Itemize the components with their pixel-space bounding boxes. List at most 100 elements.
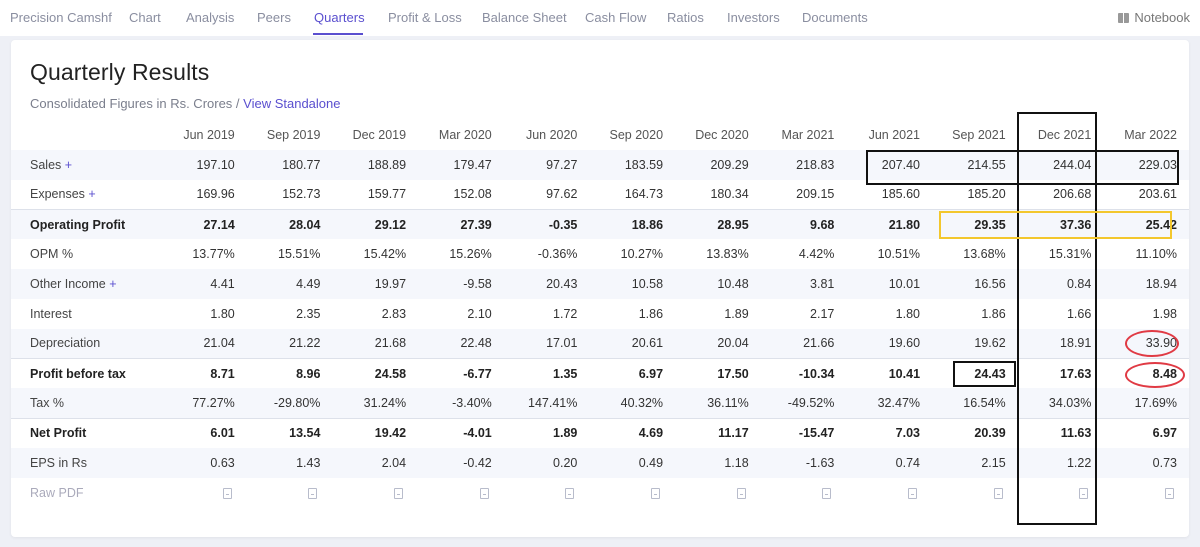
table-cell: -15.47 (760, 417, 847, 448)
raw-pdf-cell[interactable] (161, 478, 247, 508)
tab-profit-loss[interactable]: Profit & Loss (388, 10, 462, 25)
table-cell: 185.60 (881, 187, 921, 202)
pdf-file-icon[interactable] (308, 487, 318, 499)
table-cell: 0.49 (589, 447, 676, 478)
table-cell: 18.94 (1103, 269, 1189, 299)
raw-pdf-cell[interactable] (846, 478, 932, 508)
raw-pdf-cell[interactable] (332, 478, 418, 508)
table-cell: 11.10% (1135, 247, 1177, 262)
table-cell: 209.15 (796, 187, 835, 202)
row-label: Profit before tax (11, 358, 162, 389)
expand-plus-icon[interactable]: + (64, 157, 73, 172)
table-cell: 31.24% (332, 388, 419, 419)
table-cell: 21.22 (246, 328, 333, 359)
table-cell: 0.20 (503, 447, 590, 478)
tab-chart[interactable]: Chart (129, 10, 161, 25)
tab-cash-flow[interactable]: Cash Flow (585, 10, 647, 25)
expand-plus-icon[interactable]: + (88, 187, 96, 202)
pdf-file-icon[interactable] (908, 487, 918, 499)
pdf-file-icon[interactable] (993, 487, 1003, 499)
table-cell: 25.42 (1103, 209, 1189, 240)
section-subtitle: Consolidated Figures in Rs. Crores / Vie… (30, 96, 341, 111)
quarterly-results-card: Quarterly Results Consolidated Figures i… (11, 40, 1189, 537)
pdf-file-icon[interactable] (822, 487, 832, 499)
row-label[interactable]: Sales + (11, 150, 162, 180)
tab-balance-sheet[interactable]: Balance Sheet (482, 10, 567, 25)
table-cell: 29.35 (932, 209, 1018, 240)
tab-quarters[interactable]: Quarters (314, 10, 365, 25)
pdf-file-icon[interactable] (736, 487, 746, 499)
table-cell: 13.54 (246, 417, 333, 448)
table-cell: 37.36 (1017, 209, 1104, 240)
table-cell: 40.32% (589, 388, 676, 419)
table-cell: 20.39 (932, 417, 1018, 448)
table-cell: 6.97 (589, 358, 676, 389)
table-row: Depreciation 21.04 21.22 21.68 22.48 17.01 20.… (11, 328, 1189, 359)
table-cell: 13.83% (706, 247, 749, 262)
tab-documents[interactable]: Documents (802, 10, 868, 25)
table-cell: 34.03% (1017, 388, 1104, 419)
brand-name[interactable]: Precision Camshf (10, 10, 112, 25)
pdf-file-icon[interactable] (565, 487, 575, 499)
raw-pdf-cell[interactable] (1103, 478, 1189, 508)
raw-pdf-cell[interactable] (675, 478, 761, 508)
table-cell: 19.62 (932, 328, 1018, 359)
row-label-text: EPS in Rs (30, 455, 87, 470)
pdf-file-icon[interactable] (1079, 487, 1089, 499)
row-label[interactable]: Other Income + (11, 269, 162, 299)
raw-pdf-cell[interactable] (504, 478, 590, 508)
tab-ratios[interactable]: Ratios (667, 10, 704, 25)
pdf-file-icon[interactable] (479, 487, 489, 499)
tab-peers[interactable]: Peers (257, 10, 291, 25)
notebook-button[interactable]: Notebook (1118, 10, 1190, 25)
table-cell: -4.01 (418, 417, 504, 448)
tab-analysis[interactable]: Analysis (186, 10, 235, 25)
table-cell: 183.59 (589, 150, 676, 180)
table-cell: 19.60 (846, 328, 933, 359)
raw-pdf-cell[interactable] (761, 478, 847, 508)
table-row: Profit before tax 8.71 8.96 24.58 -6.77 1.35 6… (11, 358, 1189, 389)
row-label-text: Tax % (30, 396, 65, 411)
table-cell: 1.43 (246, 447, 333, 478)
table-cell: 164.73 (624, 187, 664, 202)
expand-plus-icon[interactable]: + (109, 277, 117, 292)
table-cell: 19.42 (332, 417, 419, 448)
table-cell: 18.86 (589, 209, 676, 240)
raw-pdf-cell[interactable] (1018, 478, 1104, 508)
row-label-text: Other Income (30, 277, 106, 292)
tab-investors[interactable]: Investors (727, 10, 780, 25)
table-cell: 97.27 (503, 150, 590, 180)
row-label: OPM % (11, 239, 161, 269)
pdf-file-icon[interactable] (394, 487, 404, 499)
notebook-label: Notebook (1134, 10, 1190, 25)
pdf-file-icon[interactable] (1165, 487, 1174, 499)
table-cell: 18.91 (1017, 328, 1104, 359)
table-cell: 2.17 (810, 306, 835, 321)
table-cell: 4.49 (246, 269, 333, 299)
table-cell: -0.35 (503, 209, 590, 240)
raw-pdf-cell[interactable] (589, 478, 675, 508)
table-cell: 2.15 (932, 447, 1018, 478)
raw-pdf-cell[interactable] (418, 478, 504, 508)
pdf-file-icon[interactable] (222, 487, 232, 499)
table-header-row: Jun 2019 Sep 2019 Dec 2019 Mar 2020 Jun 2020… (11, 120, 1189, 150)
column-header: Dec 2019 (352, 128, 407, 142)
row-label: Interest (11, 299, 161, 329)
table-cell: 77.27% (161, 388, 247, 419)
table-cell: -3.40% (418, 388, 504, 419)
row-label-text: Net Profit (30, 426, 87, 441)
top-nav: Precision Camshf Chart Analysis Peers Qu… (0, 0, 1200, 36)
table-cell: 10.51% (877, 247, 921, 262)
table-row: Tax % 77.27% -29.80% 31.24% -3.40% 147.41% 40.… (11, 388, 1189, 419)
table-cell: 0.73 (1103, 447, 1189, 478)
table-cell: 218.83 (760, 150, 847, 180)
table-cell: 1.66 (1066, 306, 1092, 321)
view-standalone-link[interactable]: View Standalone (243, 96, 341, 111)
raw-pdf-cell[interactable] (932, 478, 1018, 508)
row-label[interactable]: Expenses + (11, 180, 161, 210)
pdf-file-icon[interactable] (651, 487, 661, 499)
table-cell: 24.43 (932, 358, 1018, 389)
table-cell: 214.55 (932, 150, 1018, 180)
raw-pdf-cell[interactable] (247, 478, 333, 508)
raw-pdf-label: Raw PDF (30, 485, 84, 500)
